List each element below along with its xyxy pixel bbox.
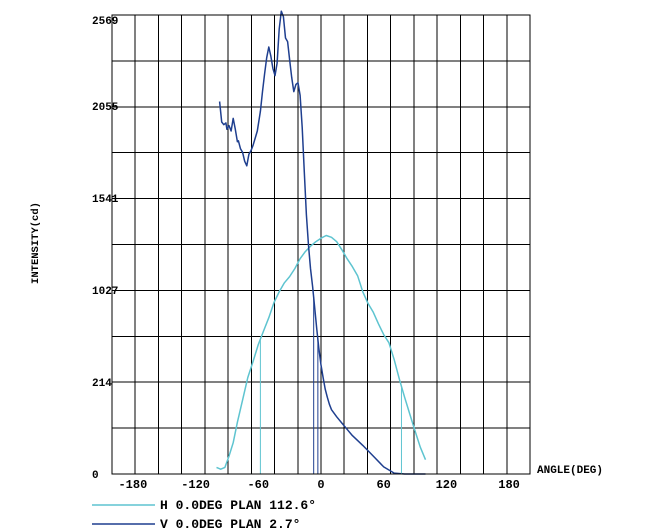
x-axis-label: ANGLE(DEG) [537, 465, 603, 477]
x-tick-label: 120 [436, 478, 458, 492]
x-tick-label: 180 [498, 478, 520, 492]
legend-label-v: V 0.0DEG PLAN 2.7° [160, 517, 300, 531]
grid [112, 15, 530, 474]
y-tick-label: 214 [92, 378, 112, 390]
x-tick-label: -120 [181, 478, 210, 492]
x-tick-label: -180 [118, 478, 147, 492]
series-layer [216, 10, 427, 475]
y-tick-label: 0 [92, 470, 99, 482]
y-tick-labels: 0 214 1027 1541 2055 2569 [92, 16, 119, 482]
series-line-h [216, 234, 427, 470]
x-tick-label: 60 [376, 478, 390, 492]
y-tick-label: 2569 [92, 16, 118, 28]
x-tick-label: 0 [317, 478, 324, 492]
plot-border [111, 14, 531, 475]
legend: H 0.0DEG PLAN 112.6° V 0.0DEG PLAN 2.7° [92, 498, 316, 531]
y-tick-label: 1027 [92, 286, 118, 298]
x-tick-label: -60 [247, 478, 269, 492]
y-tick-label: 2055 [92, 102, 119, 114]
y-axis-label: INTENSITY(cd) [30, 202, 42, 284]
y-tick-label: 1541 [92, 194, 119, 206]
legend-label-h: H 0.0DEG PLAN 112.6° [160, 498, 316, 513]
x-tick-labels: -180 -120 -60 0 60 120 180 [118, 478, 519, 492]
plot-frame [111, 14, 531, 475]
series-line-v [218, 10, 426, 475]
